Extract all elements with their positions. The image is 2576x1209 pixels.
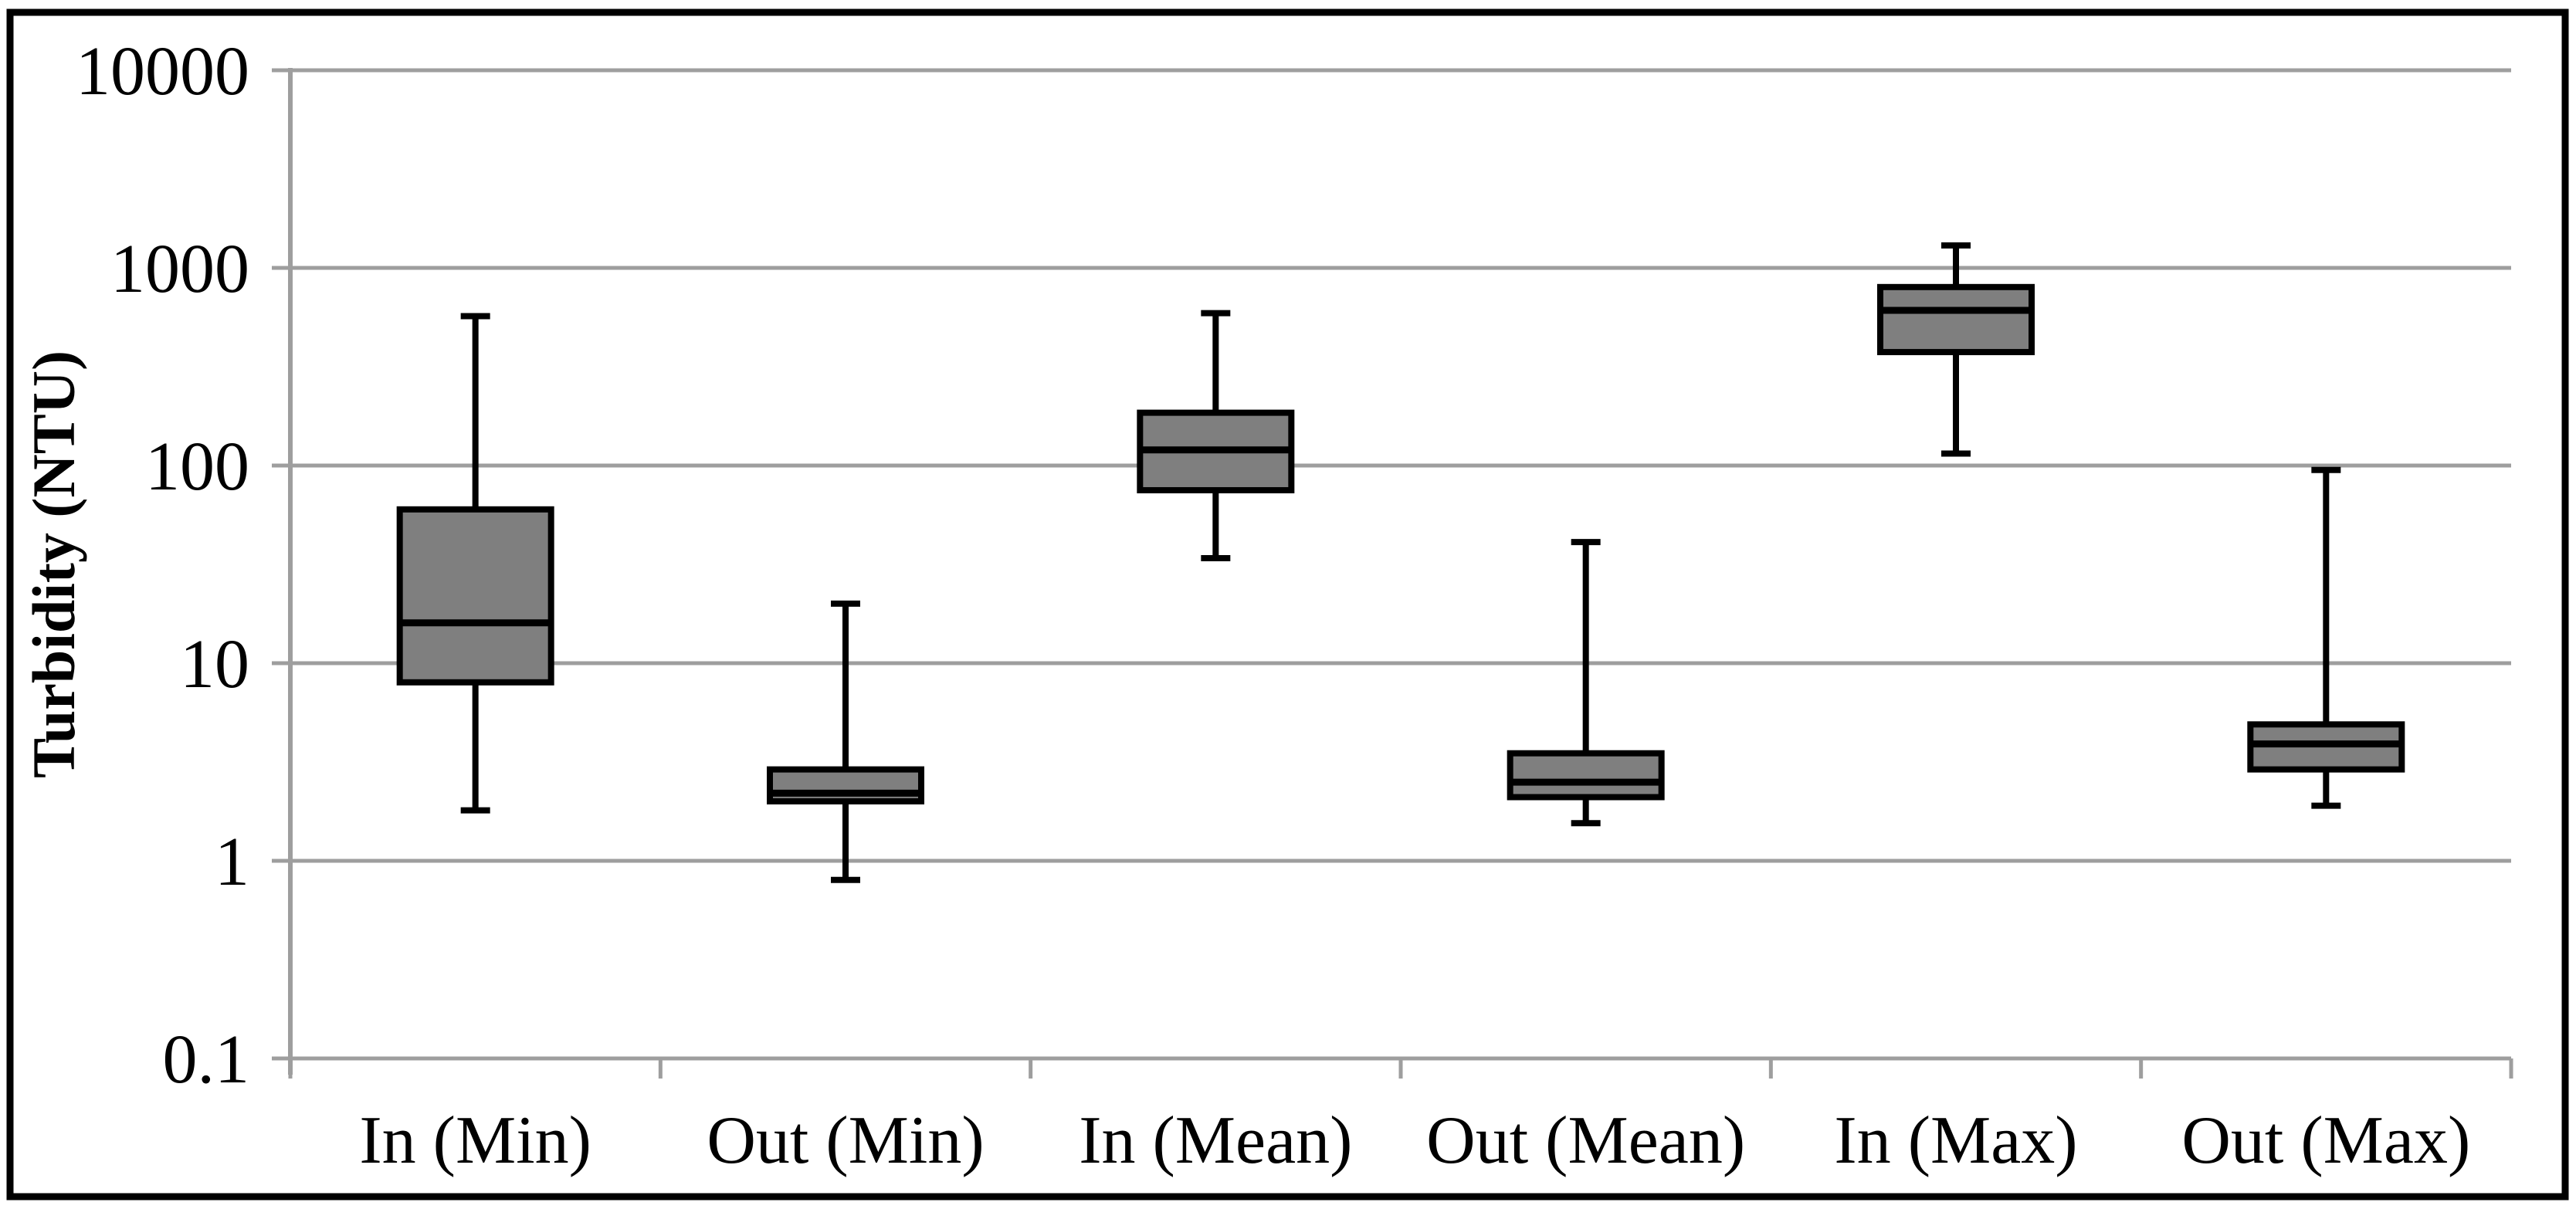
y-tick-label-100: 100: [145, 428, 249, 505]
x-axis-label-2: In (Mean): [1079, 1103, 1352, 1178]
box-3: [1507, 750, 1665, 801]
x-axis-label-1: Out (Min): [707, 1103, 984, 1178]
y-tick-label-10: 10: [180, 626, 249, 703]
y-tick-label-10000: 10000: [76, 33, 249, 110]
box-0: [396, 506, 554, 686]
box-4: [1877, 283, 2035, 356]
x-axis-label-0: In (Min): [359, 1103, 591, 1178]
y-tick-label-1: 1: [215, 824, 249, 900]
y-axis-title: Turbidity (NTU): [20, 351, 87, 778]
x-axis-label-4: In (Max): [1834, 1103, 2077, 1178]
y-tick-label-0.1: 0.1: [163, 1021, 250, 1098]
outer-frame: [6, 8, 2569, 1201]
x-axis-label-3: Out (Mean): [1426, 1103, 1745, 1178]
y-tick-label-1000: 1000: [110, 231, 249, 307]
x-axis-label-5: Out (Max): [2181, 1103, 2470, 1178]
